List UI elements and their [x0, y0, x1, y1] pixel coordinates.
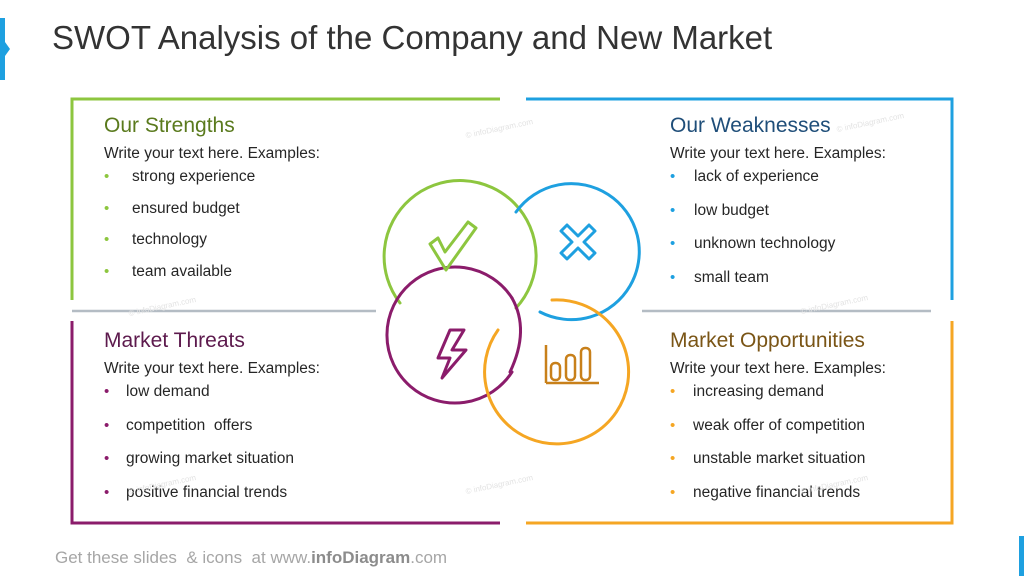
strengths-intro: Write your text here. Examples: [104, 145, 320, 162]
weaknesses-list: lack of experience low budget unknown te… [670, 166, 960, 301]
opportunities-list: increasing demand weak offer of competit… [670, 381, 960, 516]
strengths-circle [382, 179, 538, 310]
threats-intro: Write your text here. Examples: [104, 360, 320, 377]
list-item: strong experience [104, 166, 394, 198]
list-item: unstable market situation [670, 448, 960, 482]
opportunities-intro: Write your text here. Examples: [670, 360, 886, 377]
footer-suffix: .com [410, 548, 448, 567]
threats-list: low demand competition offers growing ma… [104, 381, 394, 516]
strengths-heading: Our Strengths [104, 114, 235, 137]
slide-title: SWOT Analysis of the Company and New Mar… [52, 19, 773, 56]
strengths-quadrant: Our Strengths Write your text here. Exam… [104, 114, 394, 293]
bar-chart-icon [544, 345, 599, 385]
weaknesses-intro: Write your text here. Examples: [670, 145, 886, 162]
accent-bar-left [0, 18, 10, 80]
opportunities-quadrant: Market Opportunities Write your text her… [670, 329, 960, 516]
footer-prefix: Get these slides & icons at www. [55, 548, 312, 567]
list-item: unknown technology [670, 233, 960, 267]
list-item: weak offer of competition [670, 415, 960, 449]
weaknesses-circle [514, 182, 641, 322]
footer-brand: infoDiagram [311, 548, 411, 567]
x-cross-icon [559, 223, 597, 261]
list-item: team available [104, 261, 394, 293]
accent-bar-right [1019, 536, 1024, 576]
list-item: low demand [104, 381, 394, 415]
checkmark-icon [428, 220, 478, 272]
list-item: positive financial trends [104, 482, 394, 516]
list-item: ensured budget [104, 198, 394, 230]
list-item: technology [104, 229, 394, 261]
threats-circle [385, 265, 514, 405]
lightning-icon [436, 328, 468, 380]
list-item: lack of experience [670, 166, 960, 200]
threats-quadrant: Market Threats Write your text here. Exa… [104, 329, 394, 516]
opportunities-circle [483, 298, 631, 446]
footer-credit[interactable]: Get these slides & icons at www.infoDiag… [55, 548, 447, 568]
threats-circle-arc [508, 296, 522, 374]
list-item: growing market situation [104, 448, 394, 482]
list-item: negative financial trends [670, 482, 960, 516]
list-item: small team [670, 267, 960, 301]
weaknesses-heading: Our Weaknesses [670, 114, 831, 137]
list-item: low budget [670, 200, 960, 234]
opportunities-heading: Market Opportunities [670, 329, 865, 352]
strengths-list: strong experience ensured budget technol… [104, 166, 394, 293]
list-item: competition offers [104, 415, 394, 449]
threats-heading: Market Threats [104, 329, 245, 352]
weaknesses-quadrant: Our Weaknesses Write your text here. Exa… [670, 114, 960, 301]
list-item: increasing demand [670, 381, 960, 415]
